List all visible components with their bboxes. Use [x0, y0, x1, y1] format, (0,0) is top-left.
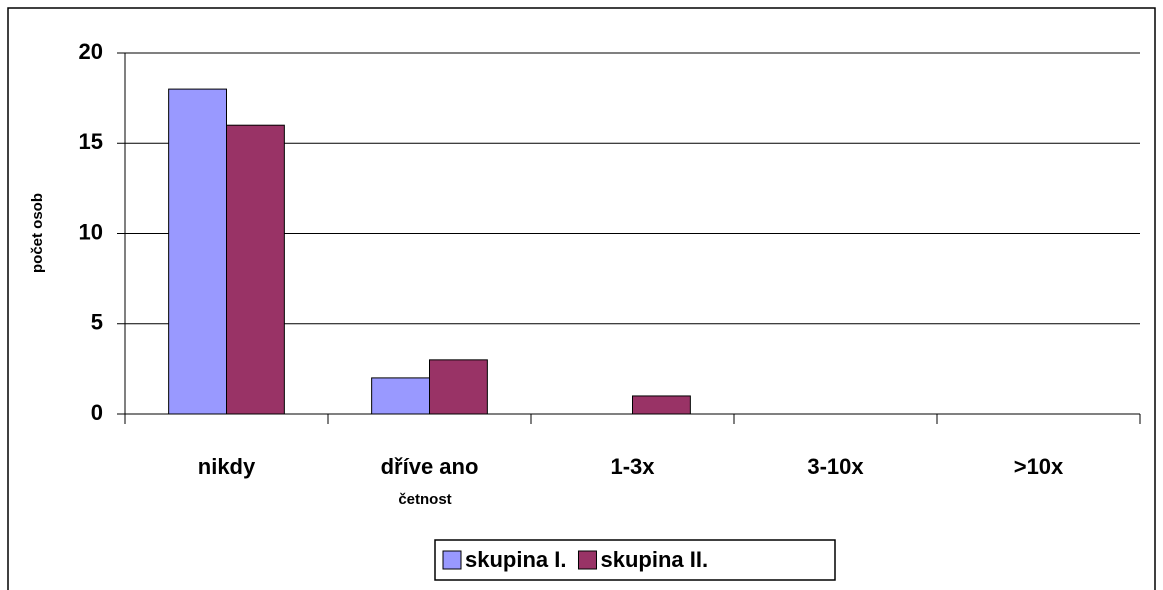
y-tick-label: 20: [79, 39, 103, 64]
bar: [226, 124, 285, 415]
legend-swatch: [442, 550, 462, 570]
legend-swatch: [577, 550, 597, 570]
x-axis-label: četnost: [398, 491, 451, 508]
y-tick-label: 10: [79, 219, 103, 244]
x-tick-label: nikdy: [198, 454, 256, 479]
legend-box: [434, 539, 836, 581]
legend-label: skupina I.: [465, 547, 566, 572]
x-tick-label: dříve ano: [381, 454, 479, 479]
y-tick-label: 15: [79, 129, 103, 154]
x-tick-label: 1-3x: [610, 454, 655, 479]
y-tick-label: 0: [91, 400, 103, 425]
x-tick-label: 3-10x: [807, 454, 864, 479]
y-tick-label: 5: [91, 310, 103, 335]
bar: [632, 395, 691, 415]
bar: [371, 377, 430, 415]
legend-label: skupina II.: [600, 547, 708, 572]
bar: [429, 359, 488, 415]
y-axis-label: počet osob: [29, 193, 46, 273]
chart-border: [7, 7, 1156, 590]
x-tick-label: >10x: [1014, 454, 1064, 479]
bar: [168, 88, 228, 415]
